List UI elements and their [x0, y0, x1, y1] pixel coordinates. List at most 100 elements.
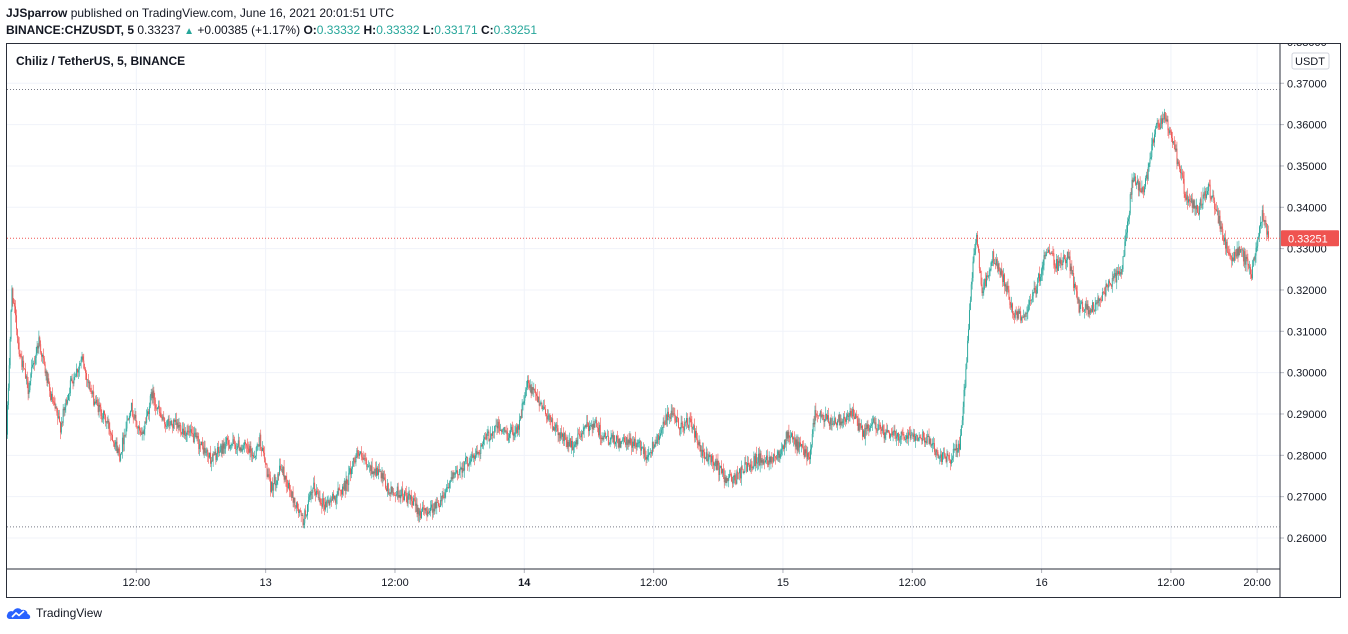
candle-body — [1101, 299, 1102, 301]
candle-body — [278, 474, 280, 475]
candle-body — [806, 453, 808, 460]
candle-body — [326, 500, 328, 508]
candle-body — [1134, 176, 1136, 179]
candle-body — [843, 416, 845, 421]
candle-body — [510, 426, 512, 431]
candle-body — [148, 406, 150, 415]
y-tick-label: 0.33000 — [1287, 244, 1327, 256]
candle-body — [186, 430, 188, 435]
candle-body — [25, 376, 27, 379]
candle-body — [715, 460, 717, 470]
candle-body — [821, 415, 823, 417]
candle-body — [1214, 200, 1216, 210]
candle-body — [378, 469, 380, 472]
candle-body — [891, 433, 893, 436]
candle-body — [301, 515, 303, 516]
candle-body — [808, 452, 810, 458]
candle-body — [519, 416, 521, 420]
candle-body — [316, 490, 318, 493]
candle-body — [146, 415, 148, 423]
candle-body — [283, 467, 285, 480]
candle-body — [1234, 251, 1236, 256]
candle-body — [554, 424, 556, 431]
candle-body — [23, 360, 25, 369]
candle-body — [956, 444, 958, 453]
candle-body — [675, 420, 677, 423]
y-tick-label: 0.31000 — [1287, 326, 1327, 338]
chart-canvas[interactable]: 0.26000 0.27000 0.28000 0.29000 0.30000 0.310… — [7, 44, 1340, 597]
candle-body — [663, 421, 665, 424]
candle-body — [1185, 197, 1187, 200]
candle-body — [163, 416, 165, 418]
candle-body — [65, 399, 67, 408]
candle-body — [1103, 292, 1105, 293]
candle-body — [651, 452, 652, 454]
candle-body — [929, 438, 931, 444]
chart-panel[interactable]: 0.26000 0.27000 0.28000 0.29000 0.30000 0.310… — [6, 43, 1341, 598]
candle-body — [303, 523, 305, 525]
candle-body — [491, 433, 493, 436]
candle-body — [1145, 174, 1147, 179]
candle-body — [746, 462, 748, 472]
candle-body — [60, 422, 62, 433]
candle-body — [805, 449, 807, 454]
candle-body — [112, 441, 114, 443]
candle-body — [348, 472, 350, 485]
candle-body — [157, 405, 159, 408]
candle-body — [305, 510, 307, 516]
candle-body — [1147, 167, 1149, 180]
candle-body — [95, 401, 96, 404]
candle-body — [273, 475, 275, 484]
candle-body — [104, 411, 105, 415]
candle-body — [1260, 222, 1262, 223]
candle-body — [1136, 183, 1137, 185]
candle-body — [588, 423, 590, 432]
candle-body — [382, 473, 384, 480]
candle-body — [1242, 249, 1243, 251]
candle-body — [931, 445, 933, 446]
candle-body — [368, 465, 369, 467]
candle-body — [251, 451, 253, 456]
candle-body — [1229, 254, 1231, 256]
candle-body — [829, 418, 831, 426]
candle-body — [214, 451, 216, 455]
candle-body — [228, 444, 230, 449]
candle-body — [371, 465, 373, 474]
candle-body — [498, 421, 500, 426]
candle-body — [143, 429, 145, 434]
footer-brand[interactable]: TradingView — [6, 606, 102, 620]
candle-body — [1256, 246, 1258, 248]
candle-body — [1170, 130, 1172, 132]
candle-body — [384, 477, 386, 481]
candle-body — [677, 417, 678, 419]
candle-body — [508, 437, 510, 441]
candle-body — [630, 437, 632, 445]
candle-body — [169, 425, 171, 426]
candle-body — [616, 435, 618, 440]
candle-body — [254, 455, 256, 458]
candle-body — [1190, 198, 1192, 202]
candle-body — [572, 447, 574, 450]
candle-body — [183, 430, 185, 435]
candle-body — [757, 462, 758, 464]
author-name[interactable]: JJSparrow — [6, 6, 68, 20]
candle-body — [1094, 304, 1096, 312]
candle-body — [140, 433, 142, 435]
candle-body — [922, 431, 924, 442]
candle-body — [1078, 298, 1080, 313]
candle-body — [785, 432, 787, 445]
candle-body — [836, 420, 838, 426]
low-value: 0.33171 — [434, 23, 478, 37]
candle-body — [1004, 274, 1005, 287]
candle-body — [1100, 298, 1102, 300]
candle-body — [850, 410, 852, 416]
candle-body — [456, 470, 458, 473]
candle-body — [986, 275, 988, 277]
chart-legend-title: Chiliz / TetherUS, 5, BINANCE — [16, 54, 186, 68]
candle-body — [69, 380, 71, 394]
candle-body — [818, 415, 820, 417]
candle-body — [1210, 197, 1212, 199]
candle-body — [758, 453, 760, 466]
candle-body — [1091, 309, 1093, 312]
candle-body — [156, 408, 158, 410]
